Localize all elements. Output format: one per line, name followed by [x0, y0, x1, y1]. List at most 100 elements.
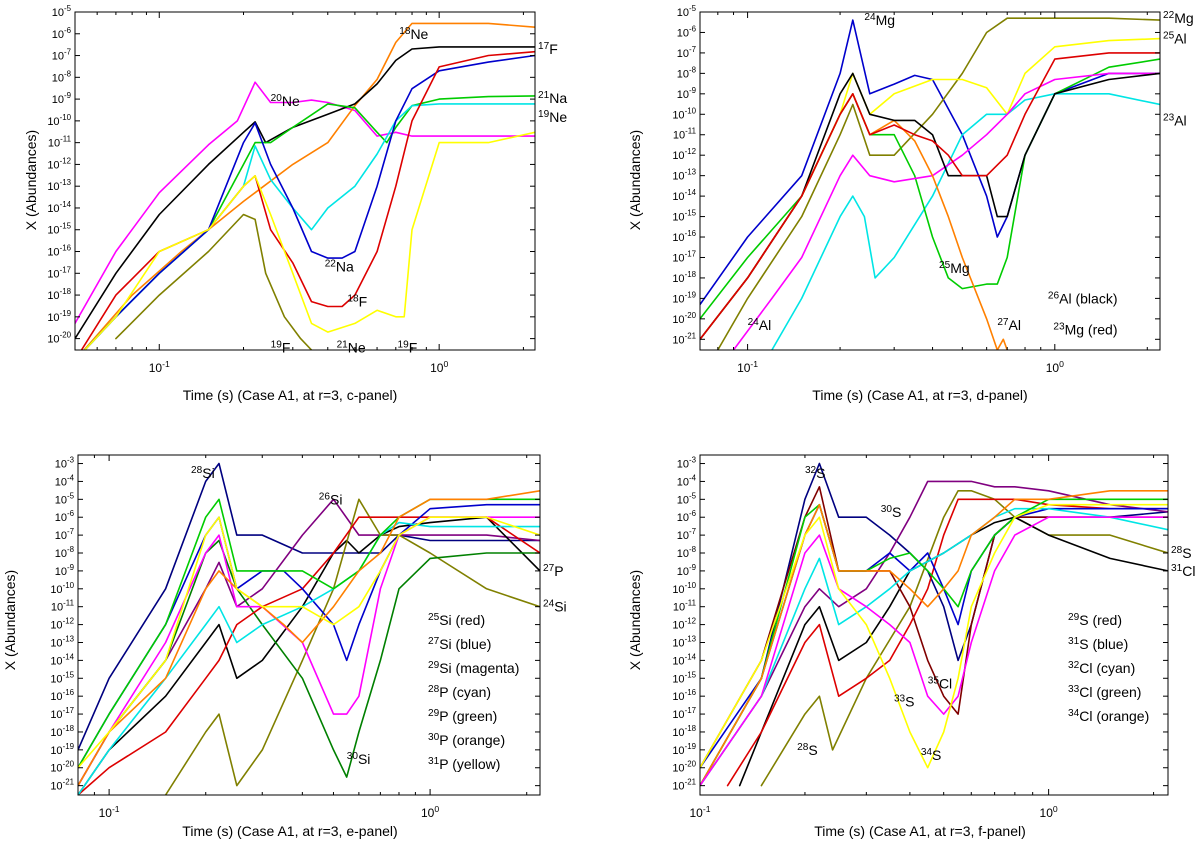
y-tick-label: 10-17 — [672, 249, 696, 264]
series-line-18ne — [83, 22, 535, 350]
y-tick-label: 10-17 — [47, 265, 71, 280]
annotation-label: 34S — [921, 747, 942, 763]
panel-f-series — [700, 462, 1168, 787]
legend-entry: 31S (blue) — [1068, 636, 1128, 652]
legend-entry: 29S (red) — [1068, 612, 1122, 628]
panel-e-series — [78, 462, 540, 795]
y-tick-label: 10-19 — [672, 290, 696, 305]
series-line-25mg — [700, 58, 1160, 320]
y-tick-label: 10-6 — [677, 509, 697, 524]
annotation-label: 28S — [1171, 545, 1192, 561]
x-tick-label: 100 — [430, 359, 448, 375]
y-tick-label: 10-15 — [672, 670, 696, 685]
y-tick-label: 10-10 — [50, 581, 74, 596]
y-tick-label: 10-14 — [672, 652, 696, 667]
x-tick-label: 10-1 — [149, 359, 170, 375]
legend-entry: 25Si (red) — [428, 612, 485, 628]
series-line-17f — [75, 46, 535, 340]
y-tick-label: 10-21 — [672, 331, 696, 346]
series-line-31p-yellow- — [78, 516, 540, 769]
panel-e: 10-3 10-4 10-5 10-6 10-7 10-8 10-9 10-10 10-11 10… — [2, 454, 567, 839]
panel-c-series — [75, 22, 535, 350]
legend-entry: 27Si (blue) — [428, 636, 491, 652]
panel-d-frame — [699, 11, 1161, 351]
annotation-label: 23Mg (red) — [1053, 322, 1117, 338]
y-tick-label: 10-13 — [47, 178, 71, 193]
y-tick-label: 10-11 — [48, 135, 72, 150]
x-tick-label: 10-1 — [99, 804, 120, 820]
y-tick-label: 10-6 — [677, 24, 697, 39]
x-tick-label: 10-1 — [737, 359, 758, 375]
y-tick-label: 10-20 — [672, 760, 696, 775]
y-axis-title: X (Abundances) — [23, 130, 39, 230]
series-line-34cl-orange- — [700, 489, 1168, 787]
y-tick-label: 10-19 — [50, 742, 74, 757]
y-tick-label: 10-3 — [55, 456, 75, 471]
x-tick-label: 100 — [1040, 804, 1058, 820]
y-tick-label: 10-10 — [47, 113, 71, 128]
annotation-label: 26Al (black) — [1048, 290, 1118, 306]
y-tick-label: 10-17 — [672, 706, 696, 721]
y-tick-label: 10-18 — [672, 270, 696, 285]
y-tick-label: 10-21 — [672, 778, 696, 793]
series-line-27si-blue- — [78, 503, 540, 769]
x-axis-title: Time (s) (Case A1, at r=3, f-panel) — [814, 823, 1026, 839]
series-line-19f — [115, 213, 313, 350]
series-line-34s — [700, 503, 1168, 769]
annotation-label: 19F — [271, 339, 291, 355]
panel-f: 10-3 10-4 10-5 10-6 10-7 10-8 10-9 10-10 10-11 10… — [627, 454, 1195, 839]
y-axis-title: X (Abundances) — [2, 570, 18, 670]
y-tick-label: 10-4 — [55, 473, 75, 488]
y-tick-label: 10-5 — [677, 491, 697, 506]
series-line-23mg-red- — [700, 52, 1160, 341]
y-tick-label: 10-12 — [47, 156, 71, 171]
y-tick-label: 10-8 — [677, 65, 697, 80]
y-tick-label: 10-4 — [677, 473, 697, 488]
annotation-label: 22Na — [325, 259, 354, 275]
y-tick-label: 10-18 — [672, 724, 696, 739]
y-tick-label: 10-18 — [47, 287, 71, 302]
y-tick-label: 10-15 — [50, 670, 74, 685]
series-line-30si — [78, 539, 540, 787]
annotation-label: 24Mg — [864, 12, 895, 28]
annotation-label: 31Cl — [1171, 563, 1195, 579]
annotation-label: 24Al — [748, 317, 772, 333]
x-axis-title: Time (s) (Case A1, at r=3, c-panel) — [183, 387, 398, 403]
y-tick-label: 10-18 — [50, 724, 74, 739]
y-tick-label: 10-5 — [677, 4, 697, 19]
y-tick-label: 10-7 — [52, 48, 71, 63]
annotation-label: 27Al — [997, 317, 1021, 333]
legend-entry: 34Cl (orange) — [1068, 708, 1149, 724]
y-tick-label: 10-13 — [672, 634, 696, 649]
annotation-label: 30Si — [347, 751, 371, 767]
annotation-label: 18F — [347, 294, 367, 310]
y-tick-label: 10-19 — [47, 309, 71, 324]
annotation-label: 18Ne — [399, 26, 428, 42]
annotation-label: 23Al — [1163, 112, 1187, 128]
annotation-label: 32S — [805, 465, 826, 481]
y-tick-label: 10-5 — [52, 4, 72, 19]
series-line-24mg — [700, 19, 1160, 306]
x-tick-label: 10-1 — [689, 804, 710, 820]
legend-entry: 33Cl (green) — [1068, 684, 1141, 700]
legend-entry: 30P (orange) — [428, 732, 505, 748]
x-tick-label: 100 — [421, 804, 439, 820]
y-tick-label: 10-14 — [47, 200, 71, 215]
panel-d-series — [700, 17, 1160, 350]
series-line-30p-orange- — [78, 489, 540, 787]
annotation-label: 17F — [538, 41, 558, 57]
annotation-label: 19Ne — [538, 109, 567, 125]
series-line-22na — [83, 54, 535, 350]
y-tick-label: 10-11 — [673, 127, 697, 142]
y-tick-label: 10-7 — [677, 527, 696, 542]
series-line-23al — [771, 93, 1160, 350]
series-line-29p-green- — [78, 498, 540, 769]
y-tick-label: 10-15 — [47, 222, 71, 237]
y-tick-label: 10-3 — [677, 456, 697, 471]
y-tick-label: 10-14 — [672, 188, 696, 203]
y-tick-label: 10-9 — [677, 563, 697, 578]
annotation-label: 21Ne — [337, 339, 366, 355]
y-tick-label: 10-8 — [55, 545, 75, 560]
y-tick-label: 10-6 — [52, 26, 72, 41]
